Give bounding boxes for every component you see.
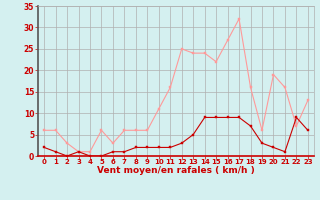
X-axis label: Vent moyen/en rafales ( km/h ): Vent moyen/en rafales ( km/h ) [97, 166, 255, 175]
